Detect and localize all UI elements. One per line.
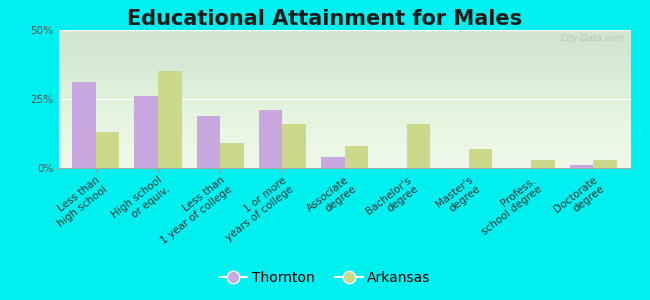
- Bar: [469, 149, 493, 168]
- Bar: [96, 132, 120, 168]
- Bar: [259, 110, 282, 168]
- Bar: [344, 146, 368, 168]
- Bar: [569, 165, 593, 168]
- Text: City-Data.com: City-Data.com: [561, 34, 625, 43]
- Bar: [220, 143, 244, 168]
- Bar: [407, 124, 430, 168]
- Bar: [593, 160, 617, 168]
- Bar: [135, 96, 158, 168]
- Bar: [282, 124, 306, 168]
- Bar: [321, 157, 345, 168]
- Bar: [72, 82, 96, 168]
- Bar: [531, 160, 554, 168]
- Text: Educational Attainment for Males: Educational Attainment for Males: [127, 9, 523, 29]
- Bar: [196, 116, 220, 168]
- Bar: [158, 71, 181, 168]
- Legend: Thornton, Arkansas: Thornton, Arkansas: [214, 265, 436, 290]
